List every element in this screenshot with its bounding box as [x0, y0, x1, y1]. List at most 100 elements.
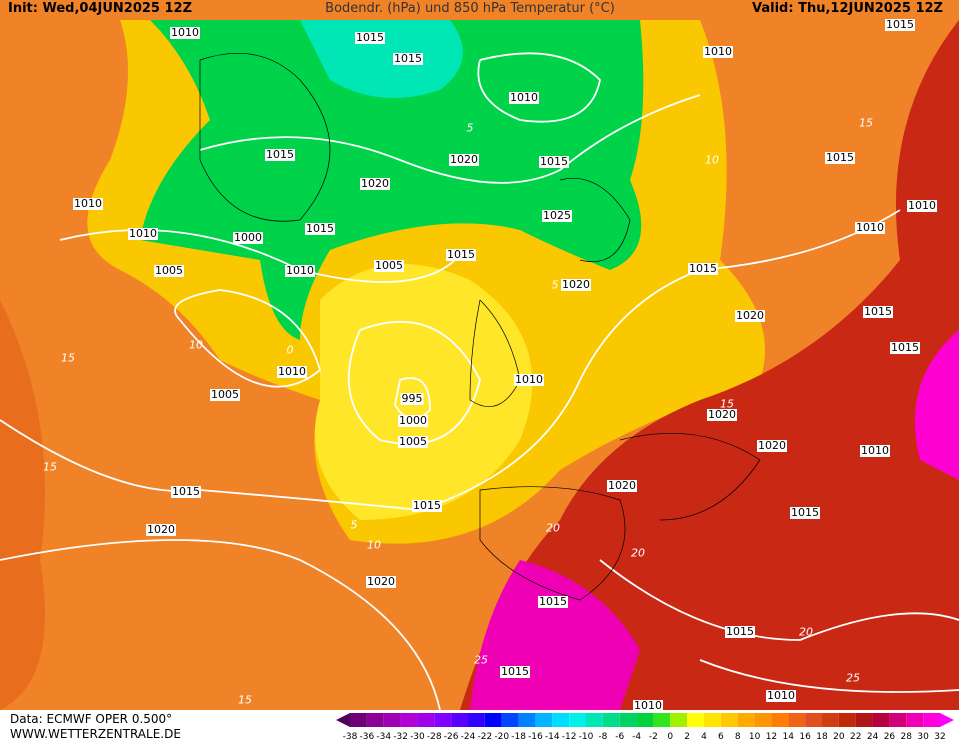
isobar-label: 1010: [285, 264, 315, 277]
scale-swatch: [451, 713, 468, 727]
isotherm-label: 15: [43, 460, 57, 474]
scale-swatch: [906, 713, 924, 727]
scale-swatch: [400, 713, 418, 727]
isotherm-label: 20: [799, 625, 813, 639]
data-source: Data: ECMWF OPER 0.500°: [10, 712, 173, 726]
scale-swatch: [535, 713, 553, 727]
isobar-label: 1015: [171, 485, 201, 498]
scale-label: 30: [917, 732, 929, 741]
isobar-label: 1015: [412, 499, 442, 512]
scale-label: -10: [579, 732, 594, 741]
scale-label: -24: [461, 732, 476, 741]
scale-swatch: [822, 713, 839, 727]
scale-label: -18: [511, 732, 526, 741]
scale-swatch: [923, 713, 940, 727]
isobar-label: 1010: [633, 699, 663, 712]
scale-swatch: [468, 713, 485, 727]
isobar-label: 1015: [538, 595, 568, 608]
scale-label: -26: [444, 732, 459, 741]
scale-swatch: [586, 713, 603, 727]
isotherm-label: 25: [846, 671, 860, 685]
isotherm-label: 10: [367, 538, 381, 552]
isobar-label: 1015: [825, 151, 855, 164]
scale-label: -22: [478, 732, 493, 741]
isobar-label: 1020: [449, 153, 479, 166]
isotherm-label: 5: [551, 278, 559, 292]
scale-swatch: [501, 713, 519, 727]
scale-swatch: [720, 713, 738, 727]
scale-swatch: [417, 713, 435, 727]
scale-swatch: [737, 713, 755, 727]
scale-label: 24: [867, 732, 879, 741]
isobar-label: 1010: [907, 199, 937, 212]
scale-label: -2: [649, 732, 658, 741]
isobar-label: 1020: [561, 278, 591, 291]
isobar-label: 1020: [366, 575, 396, 588]
isobar-label: 1005: [374, 259, 404, 272]
scale-label: 28: [901, 732, 913, 741]
isotherm-label: 15: [61, 351, 75, 365]
scale-label: -6: [615, 732, 624, 741]
scale-label: -34: [376, 732, 391, 741]
isobar-label: 995: [400, 392, 424, 405]
scale-swatch: [788, 713, 806, 727]
scale-swatch: [350, 713, 367, 727]
scale-label: -8: [598, 732, 607, 741]
scale-label: -20: [494, 732, 509, 741]
isobar-label: 1005: [154, 264, 184, 277]
scale-label: -36: [360, 732, 375, 741]
scale-swatch: [771, 713, 789, 727]
isobar-label: 1020: [757, 439, 787, 452]
scale-swatch: [366, 713, 384, 727]
isobar-label: 1015: [863, 305, 893, 318]
isobar-label: 1015: [355, 31, 385, 44]
hot-region: [460, 20, 959, 710]
scale-arrow: [940, 713, 954, 727]
isotherm-label: 25: [474, 653, 488, 667]
scale-label: 4: [701, 732, 707, 741]
isobar-label: 1020: [707, 408, 737, 421]
isobar-label: 1005: [210, 388, 240, 401]
isotherm-label: 10: [189, 338, 203, 352]
scale-swatch: [552, 713, 570, 727]
init-time: Init: Wed,04JUN2025 12Z: [8, 1, 193, 16]
scale-swatch: [889, 713, 907, 727]
isotherm-label: 0: [286, 343, 294, 357]
isobar-label: 1015: [393, 52, 423, 65]
isotherm-label: 20: [631, 546, 645, 560]
isobar-label: 1010: [170, 26, 200, 39]
isobar-label: 1020: [360, 177, 390, 190]
scale-label: 26: [884, 732, 896, 741]
isobar-label: 1020: [735, 309, 765, 322]
scale-swatch: [670, 713, 688, 727]
scale-swatch: [484, 713, 502, 727]
isotherm-label: 5: [350, 518, 358, 532]
scale-swatch: [383, 713, 401, 727]
isotherm-label: 20: [546, 521, 560, 535]
isobar-label: 1015: [885, 18, 915, 31]
isotherm-label: 5: [466, 121, 474, 135]
isobar-label: 1010: [703, 45, 733, 58]
isotherm-label: 15: [720, 397, 734, 411]
scale-label: 10: [749, 732, 761, 741]
scale-label: 22: [850, 732, 861, 741]
isobar-label: 1000: [233, 231, 263, 244]
scale-label: 2: [684, 732, 690, 741]
scale-swatch: [754, 713, 772, 727]
scale-label: 18: [816, 732, 828, 741]
map-title: Bodendr. (hPa) und 850 hPa Temperatur (°…: [325, 1, 615, 16]
scale-label: -14: [545, 732, 560, 741]
scale-arrow: [336, 713, 350, 727]
isobar-label: 1015: [305, 222, 335, 235]
isobar-label: 1005: [398, 435, 428, 448]
scale-label: -28: [427, 732, 442, 741]
isobar-label: 1010: [509, 91, 539, 104]
isobar-label: 1015: [790, 506, 820, 519]
scale-swatch: [434, 713, 452, 727]
scale-label: 32: [934, 732, 945, 741]
scale-label: -32: [393, 732, 408, 741]
scale-swatch: [872, 713, 890, 727]
isobar-label: 1010: [128, 227, 158, 240]
